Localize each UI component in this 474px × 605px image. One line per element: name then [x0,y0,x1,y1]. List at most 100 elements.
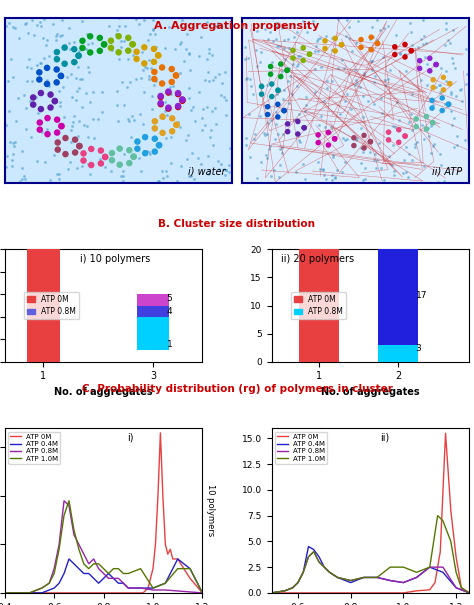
Point [71,57,78,67]
Point [118,77,126,87]
Point [314,47,321,56]
ATP 1.0M [453,569,459,576]
ATP 0.4M [311,546,317,553]
ATP 1.0M [466,589,472,597]
Point [208,125,215,135]
ATP 0.8M [414,574,419,581]
Point [427,148,435,158]
Point [120,100,128,110]
Point [428,96,436,105]
Point [51,96,59,106]
Point [44,124,51,134]
Point [257,47,265,56]
Text: i) 10 polymers: i) 10 polymers [80,254,150,264]
ATP 0.4M [301,569,306,576]
Point [301,106,309,116]
Point [54,138,62,148]
ATP 1.0M [348,577,354,584]
Point [172,71,180,80]
ATP 0.4M [39,589,45,597]
Point [55,86,63,96]
Point [98,88,106,97]
Point [151,74,158,84]
Point [140,42,148,52]
ATP 0M [66,589,72,597]
Point [58,121,65,131]
Point [171,45,179,54]
Point [303,100,310,110]
Point [359,148,366,157]
Point [429,83,437,93]
Point [22,18,30,28]
Point [345,22,353,32]
Point [345,33,353,42]
Point [316,120,323,129]
Point [145,74,153,83]
Point [129,39,137,49]
Point [429,141,437,151]
Point [323,76,330,86]
Point [49,19,57,29]
Point [204,67,212,77]
Point [194,154,202,163]
Point [408,155,416,165]
Point [83,121,91,131]
Point [101,152,109,162]
Point [79,74,86,84]
Point [446,79,454,88]
Point [162,166,170,176]
Point [253,26,261,36]
Point [367,57,375,67]
Point [328,76,336,85]
Point [167,132,174,142]
Point [402,66,410,76]
ATP 0M [167,546,173,553]
Point [58,30,65,40]
Point [37,88,45,98]
Point [401,131,409,141]
Point [420,134,428,143]
ATP 0.4M [427,563,433,571]
ATP 0.8M [120,580,126,587]
ATP 0.4M [187,565,193,572]
Point [118,171,125,181]
ATP 1.0M [138,565,144,572]
Point [422,38,430,48]
Point [354,16,362,25]
Point [20,171,28,181]
Point [176,122,184,132]
ATP 0.4M [282,587,288,595]
ATP 0.8M [427,563,433,571]
Point [164,103,172,113]
Point [147,63,155,73]
Point [244,53,252,62]
Legend: ATP 0M, ATP 0.4M, ATP 0.8M, ATP 1.0M: ATP 0M, ATP 0.4M, ATP 0.8M, ATP 1.0M [275,431,328,464]
Point [99,160,106,169]
Point [439,85,447,95]
Point [191,174,198,184]
Point [265,109,273,119]
Point [391,122,398,131]
Text: 3: 3 [416,344,421,353]
Point [270,165,277,174]
Point [174,88,182,98]
ATP 0.8M [163,586,168,594]
Point [158,79,166,88]
ATP 0M [86,589,91,597]
Text: 5: 5 [167,294,173,303]
Point [256,57,264,67]
Point [179,95,186,105]
ATP 1.0M [327,569,332,576]
Point [173,120,180,129]
ATP 0.8M [335,574,340,581]
Point [301,174,309,183]
ATP 0M [145,584,151,592]
Line: ATP 0M: ATP 0M [272,433,469,593]
Bar [137,306,170,317]
Point [9,22,17,31]
Point [57,71,65,80]
Point [340,133,347,143]
Point [388,160,395,170]
Point [457,85,465,94]
Point [299,159,307,168]
